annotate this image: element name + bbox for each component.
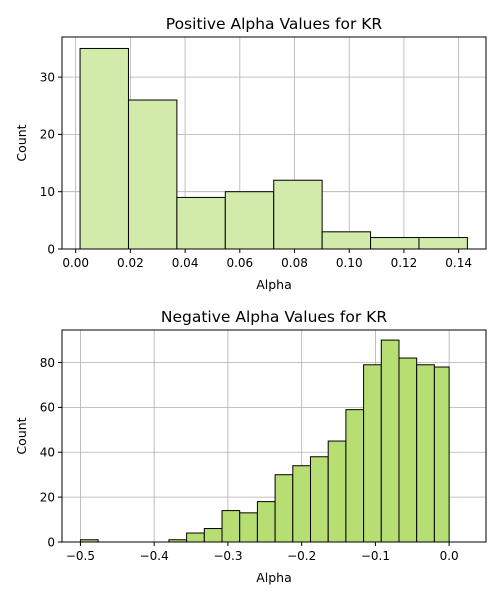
chart-1-xtick-label: 0.10	[336, 256, 363, 270]
chart-1-ytick-label: 0	[47, 242, 55, 256]
chart-1-title: Positive Alpha Values for KR	[166, 15, 383, 33]
chart-1-xtick-label: 0.12	[391, 256, 418, 270]
chart-2: −0.5 −0.4 −0.3 −0.2 −0.1 0.0 0 20 40 60 80 Negative…	[14, 308, 487, 585]
chart-1-bar	[176, 196, 226, 250]
chart-2-xtick-label: −0.2	[287, 549, 316, 563]
chart-2-bar	[256, 501, 276, 543]
chart-1-xtick-label: 0.06	[226, 256, 253, 270]
chart-2-bar	[398, 357, 418, 543]
chart-2-bar	[345, 409, 365, 543]
chart-1-ytick-label: 10	[40, 185, 55, 199]
chart-2-xtick-label: −0.4	[140, 549, 169, 563]
chart-2-bar	[203, 528, 223, 543]
chart-2-bar	[327, 440, 347, 543]
chart-2-bar	[292, 465, 312, 543]
chart-2-bar	[221, 510, 241, 543]
chart-2-xtick-label: −0.3	[213, 549, 242, 563]
chart-1-bar	[127, 99, 178, 250]
chart-1-bar	[224, 191, 275, 250]
chart-2-bar	[274, 474, 294, 543]
chart-1-bar	[418, 237, 468, 250]
chart-1-bar	[79, 47, 129, 250]
chart-2-ytick-label: 40	[40, 446, 55, 460]
chart-2-bar	[363, 364, 382, 543]
chart-1-ylabel: Count	[14, 124, 29, 161]
chart-1-xlabel: Alpha	[256, 277, 292, 292]
chart-2-xtick-label: 0.0	[440, 549, 459, 563]
chart-1-xtick-label: 0.04	[172, 256, 199, 270]
chart-2-xtick-label: −0.5	[66, 549, 95, 563]
chart-2-title: Negative Alpha Values for KR	[161, 308, 387, 326]
chart-1-bar	[370, 237, 420, 250]
chart-2-bar	[380, 339, 400, 543]
chart-2-xlabel: Alpha	[256, 570, 292, 585]
chart-2-ytick-label: 60	[40, 401, 55, 415]
chart-2-ytick-label: 0	[47, 535, 55, 549]
chart-2-ytick-label: 80	[40, 356, 55, 370]
chart-2-ytick-label: 20	[40, 490, 55, 504]
chart-2-xtick-label: −0.1	[361, 549, 390, 563]
chart-2-bar	[186, 532, 205, 543]
chart-2-bar	[239, 512, 258, 543]
chart-1-xtick-label: 0.02	[117, 256, 144, 270]
chart-2-ylabel: Count	[14, 417, 29, 454]
chart-1-ytick-label: 20	[40, 128, 55, 142]
chart-1-xtick-label: 0.08	[281, 256, 308, 270]
chart-2-axes-frame	[61, 329, 487, 543]
chart-1-axes-frame	[61, 36, 487, 250]
chart-1-bar	[273, 179, 323, 250]
chart-1-xtick-label: 0.14	[445, 256, 472, 270]
chart-1-ytick-label: 30	[40, 70, 55, 84]
chart-1-xtick-label: 0.00	[62, 256, 89, 270]
chart-1-bar	[321, 231, 372, 250]
chart-2-bar	[310, 456, 329, 543]
chart-2-bar	[416, 364, 435, 543]
chart-1: 0.00 0.02 0.04 0.06 0.08 0.10 0.12 0.14 0 10 20 30 P…	[14, 15, 487, 292]
chart-2-bar	[433, 366, 450, 543]
